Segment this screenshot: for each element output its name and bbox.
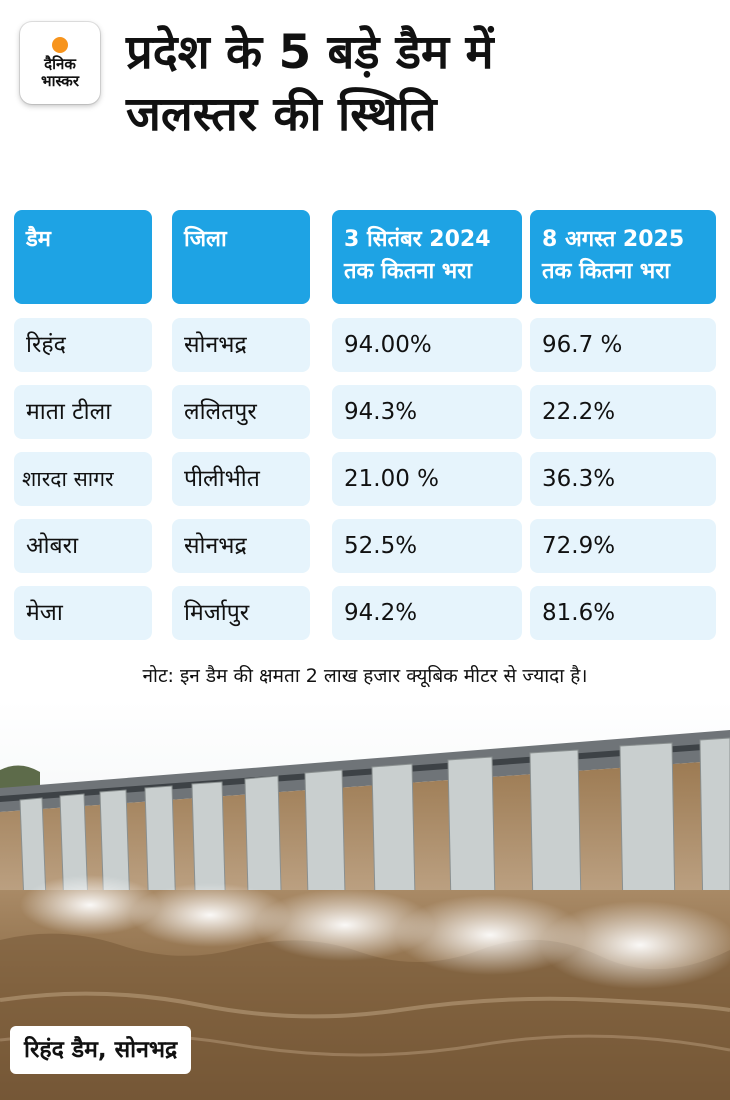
- title-line1: प्रदेश के 5 बड़े डैम में: [126, 25, 494, 80]
- table-row-cell-fill-2025: 96.7 %: [530, 318, 716, 372]
- header-2024-line1: 3 सितंबर 2024: [344, 227, 491, 252]
- table-row-cell-dam: माता टीला: [14, 385, 152, 439]
- footnote: नोट: इन डैम की क्षमता 2 लाख हजार क्यूबिक…: [142, 665, 588, 687]
- header-dam: डैम: [14, 210, 152, 304]
- header-2025-line1: 8 अगस्त 2025: [542, 227, 685, 252]
- table-row-cell-fill-2024: 94.2%: [332, 586, 522, 640]
- logo-text-line2: भास्कर: [41, 71, 79, 90]
- dainik-bhaskar-logo: दैनिक भास्कर: [20, 22, 100, 104]
- page-title: प्रदेश के 5 बड़े डैम में जलस्तर की स्थित…: [126, 22, 716, 146]
- table-row-cell-fill-2025: 72.9%: [530, 519, 716, 573]
- table-row-cell-district: ललितपुर: [172, 385, 310, 439]
- table-row-cell-dam: मेजा: [14, 586, 152, 640]
- header-2024-line2: तक कितना भरा: [344, 259, 472, 284]
- table-row-cell-fill-2024: 94.3%: [332, 385, 522, 439]
- header-dam-label: डैम: [26, 227, 51, 252]
- header-2025-line2: तक कितना भरा: [542, 259, 670, 284]
- photo-caption: रिहंद डैम, सोनभद्र: [10, 1026, 192, 1074]
- title-line2: जलस्तर की स्थिति: [126, 87, 437, 142]
- table-row-cell-district: सोनभद्र: [172, 519, 310, 573]
- logo-text-line1: दैनिक: [44, 54, 76, 73]
- table-row-cell-fill-2024: 52.5%: [332, 519, 522, 573]
- header-fill-2025: 8 अगस्त 2025 तक कितना भरा: [530, 210, 716, 304]
- sun-icon: [52, 36, 68, 53]
- table-row-cell-district: सोनभद्र: [172, 318, 310, 372]
- header-fill-2024: 3 सितंबर 2024 तक कितना भरा: [332, 210, 522, 304]
- table-row-cell-district: मिर्जापुर: [172, 586, 310, 640]
- table-row-cell-dam: रिहंद: [14, 318, 152, 372]
- table-row-cell-fill-2025: 36.3%: [530, 452, 716, 506]
- table-row-cell-district: पीलीभीत: [172, 452, 310, 506]
- table-row-cell-fill-2025: 81.6%: [530, 586, 716, 640]
- table-row-cell-dam: शारदा सागर: [14, 452, 152, 506]
- header-district-label: जिला: [184, 227, 227, 252]
- table-row-cell-fill-2024: 21.00 %: [332, 452, 522, 506]
- table-row-cell-fill-2025: 22.2%: [530, 385, 716, 439]
- header-district: जिला: [172, 210, 310, 304]
- table-row-cell-fill-2024: 94.00%: [332, 318, 522, 372]
- table-row-cell-dam: ओबरा: [14, 519, 152, 573]
